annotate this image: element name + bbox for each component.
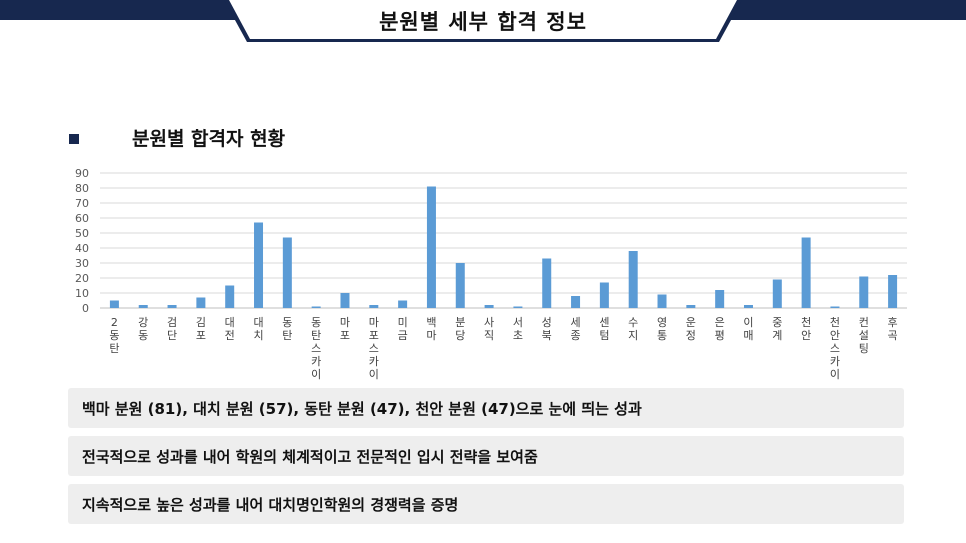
bar-김포 <box>196 297 206 308</box>
bar-천안 <box>801 237 811 308</box>
bar-사직 <box>484 305 494 308</box>
bar-대전 <box>225 285 235 308</box>
bar-검단 <box>167 305 177 308</box>
bar-동탄스카이 <box>311 306 321 308</box>
bar-강동 <box>138 305 148 308</box>
bar-세종 <box>571 296 581 308</box>
y-tick-label: 60 <box>75 212 89 225</box>
bar-미금 <box>398 300 408 308</box>
bar-중계 <box>772 279 782 308</box>
y-tick-label: 50 <box>75 227 89 240</box>
y-tick-label: 70 <box>75 197 89 210</box>
section-title: 분원별 합격자 현황 <box>132 128 286 150</box>
bar-마포 <box>340 293 350 308</box>
bar-서초 <box>513 306 523 308</box>
y-tick-label: 0 <box>82 302 89 315</box>
bar-마포스카이 <box>369 305 379 308</box>
summary-box-2: 전국적으로 성과를 내어 학원의 체계적이고 전문적인 입시 전략을 보여줌 <box>68 436 904 476</box>
bar-대치 <box>254 222 264 308</box>
bar-후곡 <box>888 275 898 308</box>
bar-센텀 <box>599 282 609 308</box>
summary-box-3: 지속적으로 높은 성과를 내어 대치명인학원의 경쟁력을 증명 <box>68 484 904 524</box>
bar-2동탄 <box>109 300 119 308</box>
y-tick-label: 90 <box>75 167 89 180</box>
summary-text-3: 지속적으로 높은 성과를 내어 대치명인학원의 경쟁력을 증명 <box>82 496 459 514</box>
page-title: 분원별 세부 합격 정보 <box>379 10 587 34</box>
summary-box-1: 백마 분원 (81), 대치 분원 (57), 동탄 분원 (47), 천안 분… <box>68 388 904 428</box>
bar-수지 <box>628 251 638 308</box>
bar-chart: 0 10 20 30 40 50 60 70 80 90 2 동 탄 강 동 검 단 김 포 대 전 대 치 동 탄 동 탄 스 카 이 마… <box>75 167 907 381</box>
summary-text-2: 전국적으로 성과를 내어 학원의 체계적이고 전문적인 입시 전략을 보여줌 <box>82 448 538 466</box>
bar-운정 <box>686 305 696 308</box>
bar-동탄 <box>282 237 292 308</box>
bar-성북 <box>542 258 552 308</box>
summary-text-1: 백마 분원 (81), 대치 분원 (57), 동탄 분원 (47), 천안 분… <box>82 400 642 418</box>
bar-천안스카이 <box>830 306 840 308</box>
y-tick-label: 40 <box>75 242 89 255</box>
bar-은평 <box>715 290 725 308</box>
y-tick-label: 20 <box>75 272 89 285</box>
y-tick-label: 10 <box>75 287 89 300</box>
y-tick-label: 80 <box>75 182 89 195</box>
bar-이매 <box>743 305 753 308</box>
y-tick-label: 30 <box>75 257 89 270</box>
section-bullet-icon <box>69 134 79 144</box>
bar-영통 <box>657 294 667 308</box>
bar-백마 <box>426 186 436 308</box>
title-tab <box>224 0 742 42</box>
bar-컨설팅 <box>859 276 869 308</box>
bar-분당 <box>455 263 465 308</box>
